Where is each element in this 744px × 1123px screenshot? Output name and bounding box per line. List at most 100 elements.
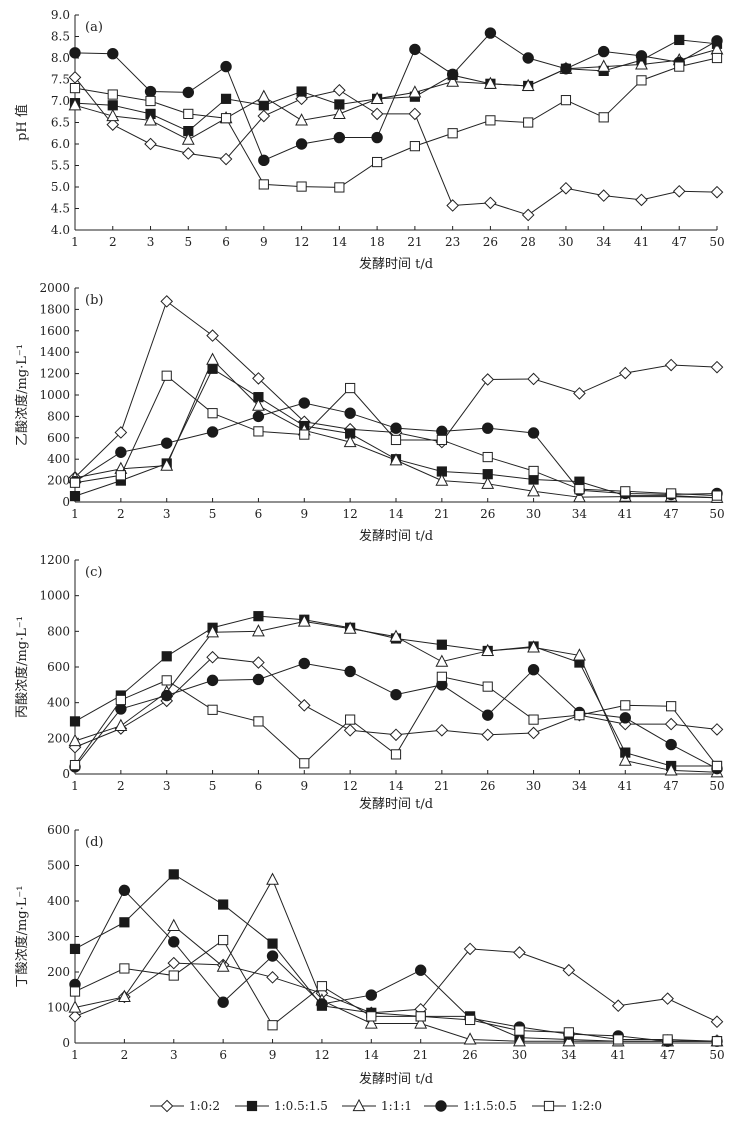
data-point [298, 397, 310, 409]
legend-item: 1:1:1 [342, 1098, 412, 1113]
data-point [483, 76, 497, 89]
series-1:0:2 [68, 71, 724, 222]
data-point [343, 724, 357, 737]
data-point [408, 85, 422, 98]
x-tick-label: 26 [462, 1048, 477, 1062]
data-point [560, 63, 572, 75]
y-tick-label: 1600 [39, 324, 70, 338]
legend-marker [435, 1100, 447, 1112]
data-point [69, 943, 81, 955]
series-1:1.5:0.5 [69, 397, 723, 501]
x-tick-label: 1 [71, 235, 79, 249]
x-tick-label: 14 [388, 779, 404, 793]
data-point [409, 141, 420, 152]
data-point [414, 1016, 428, 1029]
data-point [183, 108, 194, 120]
data-point [119, 917, 130, 928]
data-point [618, 753, 632, 766]
data-point [344, 665, 356, 678]
data-point [482, 451, 493, 463]
data-point [253, 426, 264, 437]
data-point [435, 654, 449, 667]
legend-marker [246, 1100, 258, 1112]
data-point [710, 360, 724, 374]
series-1:0:2 [68, 650, 724, 754]
y-tick-label: 600 [47, 431, 70, 445]
data-point [666, 488, 677, 499]
data-point [635, 193, 648, 207]
data-point [562, 1034, 576, 1047]
data-point [115, 470, 126, 481]
data-point [161, 675, 172, 686]
data-point [711, 490, 723, 501]
y-tick-label: 600 [47, 823, 70, 837]
chart-panel-1: 4.04.55.05.56.06.57.07.58.08.59.01 2 3 5 6 9 1… [14, 8, 725, 272]
x-tick-label: 5 [184, 235, 192, 249]
data-point [436, 639, 447, 650]
data-point [665, 738, 677, 751]
y-tick-label: 400 [47, 894, 70, 908]
y-tick-label: 7.5 [51, 73, 70, 87]
data-point [664, 717, 678, 731]
data-point [514, 1025, 525, 1036]
data-point [563, 1027, 574, 1038]
data-point [482, 681, 493, 692]
data-point [220, 60, 232, 73]
data-point [365, 989, 378, 1001]
data-point [144, 137, 157, 151]
data-point [436, 671, 447, 682]
data-point [69, 986, 81, 997]
data-point [711, 1036, 723, 1047]
panel-label: (c) [85, 565, 102, 580]
data-point [68, 1010, 82, 1023]
data-point [182, 86, 194, 99]
data-point [217, 996, 229, 1008]
x-tick-label: 21 [434, 507, 449, 521]
x-tick-label: 34 [561, 1048, 577, 1062]
series-line [74, 39, 718, 132]
data-point [333, 131, 346, 144]
x-tick-label: 30 [558, 235, 573, 249]
y-tick-label: 300 [47, 930, 70, 944]
data-point [635, 50, 648, 62]
data-point [611, 999, 625, 1013]
data-point [144, 85, 157, 98]
y-tick-label: 1400 [39, 345, 70, 359]
data-point [711, 35, 723, 47]
x-tick-label: 3 [163, 779, 171, 793]
data-point [206, 329, 219, 342]
y-tick-label: 500 [47, 859, 70, 873]
data-point [252, 656, 265, 669]
data-point [216, 959, 230, 972]
data-point [485, 115, 496, 126]
x-tick-label: 14 [364, 1048, 380, 1062]
data-point [664, 763, 678, 776]
data-point [619, 712, 631, 724]
data-point [636, 75, 647, 86]
data-point [220, 93, 232, 104]
data-point [664, 358, 678, 372]
x-tick-label: 12 [314, 1048, 329, 1062]
data-point [674, 34, 685, 46]
data-point [408, 107, 422, 121]
data-point [69, 47, 81, 59]
data-point [513, 1034, 526, 1047]
data-point [484, 196, 497, 210]
y-tick-label: 0 [62, 767, 70, 781]
data-point [528, 474, 539, 485]
data-point [206, 674, 219, 687]
data-point [333, 83, 346, 97]
data-point [527, 640, 540, 653]
data-point [296, 86, 307, 97]
data-point [528, 714, 539, 725]
x-tick-label: 12 [343, 779, 358, 793]
data-point [435, 724, 449, 737]
legend-item: 1:2:0 [532, 1099, 602, 1113]
x-tick-label: 34 [596, 235, 612, 249]
data-point [661, 992, 674, 1005]
data-point [69, 477, 81, 488]
data-point [513, 946, 526, 959]
data-point [253, 716, 264, 727]
data-point [463, 942, 477, 956]
